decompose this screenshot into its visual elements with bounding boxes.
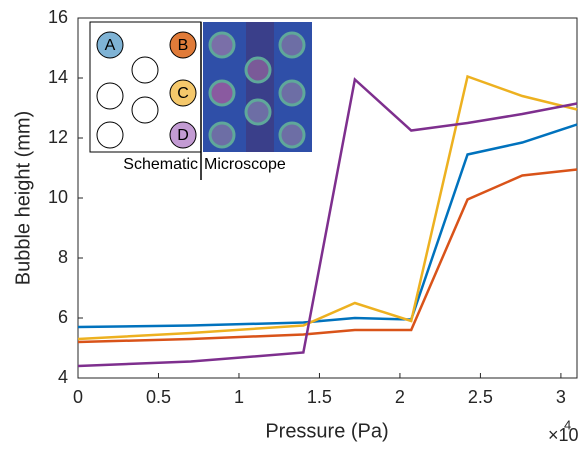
well-label: A — [105, 37, 116, 54]
x-axis-label: Pressure (Pa) — [265, 420, 388, 442]
microscope-well — [246, 58, 270, 82]
schematic-label: Schematic — [123, 156, 198, 173]
y-tick-label: 12 — [48, 127, 68, 147]
x-tick-label: 0.5 — [146, 387, 171, 407]
y-tick-label: 6 — [58, 307, 68, 327]
well — [97, 83, 123, 109]
x-tick-label: 2 — [395, 387, 405, 407]
y-tick-label: 16 — [48, 7, 68, 27]
inset: A B C D Schematic Microscope — [90, 22, 312, 180]
x-tick-label: 1 — [234, 387, 244, 407]
y-tick-label: 8 — [58, 247, 68, 267]
well — [97, 122, 123, 148]
microscope-well — [246, 100, 270, 124]
microscope-well — [210, 123, 234, 147]
microscope-well — [280, 123, 304, 147]
x-tick-label: 2.5 — [468, 387, 493, 407]
y-tick-label: 14 — [48, 67, 68, 87]
well — [132, 57, 158, 83]
microscope-image — [246, 22, 274, 152]
microscope-well — [210, 81, 234, 105]
well-label: C — [177, 85, 189, 102]
y-tick-label: 10 — [48, 187, 68, 207]
microscope-well — [280, 81, 304, 105]
y-tick-label: 4 — [58, 367, 68, 387]
microscope-well — [210, 33, 234, 57]
microscope-well — [280, 33, 304, 57]
chart: Pressure (Pa) Bubble height (mm) ×10 4 4… — [0, 0, 582, 451]
x-tick-label: 1.5 — [307, 387, 332, 407]
x-tick-label: 0 — [73, 387, 83, 407]
y-axis-label: Bubble height (mm) — [12, 111, 34, 286]
well-label: B — [178, 37, 189, 54]
x-tick-label: 3 — [556, 387, 566, 407]
x-multiplier-exponent: 4 — [564, 417, 571, 432]
well-label: D — [177, 127, 189, 144]
well — [132, 97, 158, 123]
microscope-label: Microscope — [204, 156, 286, 173]
